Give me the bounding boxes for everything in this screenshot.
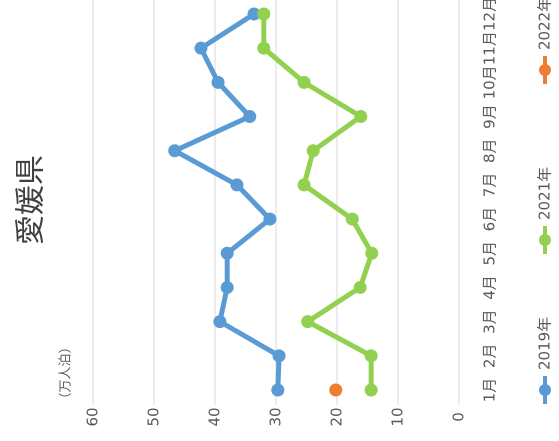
data-point [297,178,311,192]
x-tick-label: 1月 [481,378,499,403]
x-tick-label: 5月 [481,241,499,266]
chart-title: 愛媛県 [14,155,49,245]
x-tick-label: 11月 [481,31,499,65]
legend-label: 2019年 [536,317,554,370]
legend-label: 2022年 [536,0,554,50]
legend-marker [539,64,551,76]
data-point [354,110,368,124]
x-tick-label: 6月 [481,207,499,232]
x-tick-label: 4月 [481,275,499,300]
x-tick-label: 12月 [481,0,499,31]
x-tick-label: 8月 [481,138,499,163]
data-point [194,41,208,55]
series-line [172,11,282,391]
y-tick-label: 0 [450,412,468,422]
data-point [329,383,343,397]
data-point [345,212,359,226]
data-point [243,110,257,124]
data-point [271,383,285,397]
data-point [168,144,182,158]
y-tick-label: 20 [328,407,346,426]
x-tick-label: 7月 [481,173,499,198]
data-point [263,212,277,226]
data-point [364,349,378,363]
data-point [297,75,311,89]
y-axis-label: （万人泊） [59,340,74,405]
legend-label: 2021年 [536,167,554,220]
data-point [365,246,379,260]
rotated-chart: 愛媛県 （万人泊） 0 10 20 30 40 50 60 1月 2月 3月 4月 5月 6月 7月 8月 9… [14,0,554,427]
legend-marker [539,234,551,246]
data-point [306,144,320,158]
y-tick-label: 50 [145,407,163,426]
x-tick-label: 10月 [481,65,499,99]
data-point [247,7,261,21]
y-tick-label: 10 [389,407,407,426]
data-point [230,178,244,192]
data-point [353,280,367,294]
legend-marker [539,384,551,396]
data-point [220,280,234,294]
x-tick-label: 2月 [481,344,499,369]
data-point [364,383,378,397]
data-point [257,7,271,21]
data-point [213,315,227,329]
x-tick-label: 3月 [481,309,499,334]
data-point [211,75,225,89]
data-point [301,315,315,329]
data-point [220,246,234,260]
data-point [272,349,286,363]
series-line [261,14,375,390]
y-tick-label: 60 [84,407,102,426]
data-point [257,41,271,55]
x-tick-label: 9月 [481,104,499,129]
y-tick-label: 30 [267,407,285,426]
y-tick-label: 40 [206,407,224,426]
